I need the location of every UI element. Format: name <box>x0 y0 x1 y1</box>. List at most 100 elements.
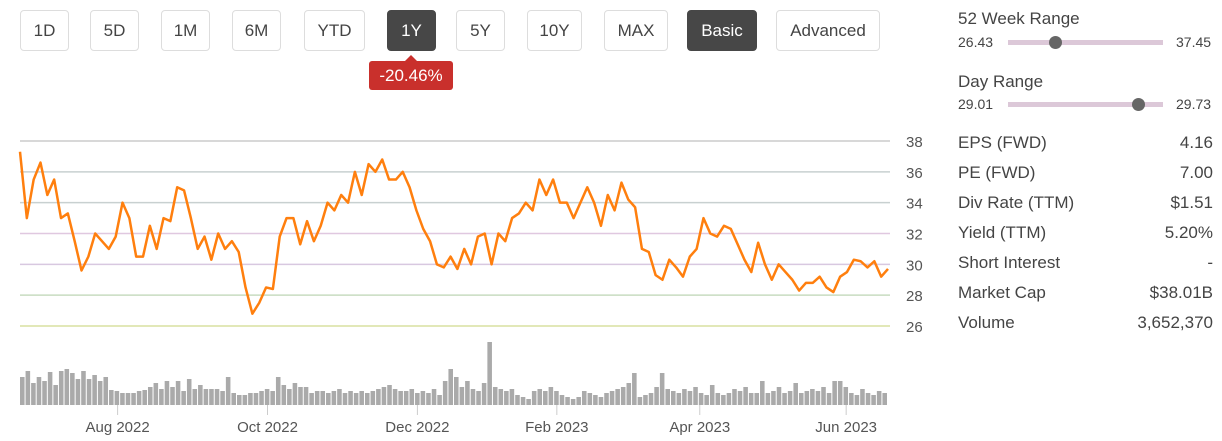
volume-bar <box>676 393 682 405</box>
volume-bar <box>682 389 687 405</box>
volume-bar <box>615 389 620 405</box>
volume-bar <box>459 387 465 405</box>
period-button-10y[interactable]: 10Y <box>527 10 582 51</box>
volume-bar <box>42 381 47 405</box>
mode-button-advanced[interactable]: Advanced <box>776 10 880 51</box>
volume-bar <box>97 381 103 405</box>
volume-bar <box>92 375 97 405</box>
volume-bar <box>776 387 782 405</box>
volume-bar <box>876 391 882 405</box>
stat-label: Short Interest <box>958 253 1061 272</box>
volume-bar <box>392 389 398 405</box>
volume-bar <box>298 387 303 405</box>
volume-bar <box>854 395 860 405</box>
x-tick-label: Feb 2023 <box>525 419 588 436</box>
volume-bar <box>559 395 565 405</box>
volume-bar <box>120 393 125 405</box>
volume-bar <box>314 391 320 405</box>
period-button-1m[interactable]: 1M <box>161 10 210 51</box>
price-line <box>18 151 889 315</box>
day-range-track <box>1008 98 1163 111</box>
volume-bar <box>320 391 326 405</box>
volume-bar <box>465 381 470 405</box>
stat-value: - <box>1207 253 1213 272</box>
volume-bar <box>604 393 609 405</box>
volume-bar <box>259 391 264 405</box>
volume-bar <box>826 393 832 405</box>
volume-bar <box>849 393 854 405</box>
period-button-1d[interactable]: 1D <box>20 10 69 51</box>
volume-bar <box>626 383 632 405</box>
volume-bar <box>381 387 387 405</box>
volume-bar <box>192 389 198 405</box>
volume-bar <box>665 389 670 405</box>
volume-bar <box>292 383 298 405</box>
x-tick-label: Jun 2023 <box>815 419 877 436</box>
volume-bar <box>376 389 381 405</box>
volume-bar <box>543 391 548 405</box>
volume-bar <box>487 342 492 405</box>
volume-bar <box>103 377 109 405</box>
week52-label: 52 Week Range <box>958 9 1080 28</box>
volume-bar <box>275 377 281 405</box>
x-tick-label: Dec 2022 <box>385 419 449 436</box>
volume-bar <box>737 391 743 405</box>
day-range-low: 29.01 <box>958 96 994 112</box>
stat-value: 7.00 <box>1179 163 1213 182</box>
stat-value: 5.20% <box>1164 223 1213 242</box>
stat-label: Volume <box>958 313 1015 332</box>
y-tick-label: 34 <box>906 196 923 213</box>
week52-high: 37.45 <box>1176 34 1212 50</box>
mode-button-basic[interactable]: Basic <box>687 10 757 51</box>
volume-bar <box>253 393 259 405</box>
volume-bar <box>159 389 164 405</box>
period-button-max[interactable]: MAX <box>604 10 668 51</box>
stat-label: EPS (FWD) <box>958 133 1047 152</box>
volume-bar <box>787 391 793 405</box>
volume-bar <box>526 399 531 405</box>
volume-bar <box>498 389 504 405</box>
period-button-5y[interactable]: 5Y <box>456 10 505 51</box>
volume-bar <box>609 391 615 405</box>
volume-bar <box>698 393 704 405</box>
stat-value: 3,652,370 <box>1137 313 1213 332</box>
volume-bar <box>832 381 837 405</box>
volume-bar <box>326 393 331 405</box>
volume-bar <box>709 385 715 405</box>
volume-bar <box>170 387 175 405</box>
volume-bar <box>164 381 170 405</box>
x-tick-label: Oct 2022 <box>237 419 298 436</box>
volume-bar <box>198 385 203 405</box>
period-button-1y[interactable]: 1Y <box>387 10 436 51</box>
volume-bar <box>281 385 287 405</box>
volume-bar <box>793 383 798 405</box>
volume-bar <box>470 389 476 405</box>
volume-bar <box>704 395 709 405</box>
stat-label: Div Rate (TTM) <box>958 193 1075 212</box>
volume-bar <box>181 391 186 405</box>
volume-bar <box>804 391 810 405</box>
volume-bar <box>726 393 732 405</box>
volume-bar <box>515 395 520 405</box>
x-tick-label: Apr 2023 <box>669 419 730 436</box>
volume-bar <box>147 387 153 405</box>
period-button-5d[interactable]: 5D <box>90 10 139 51</box>
volume-bar <box>25 371 31 405</box>
period-button-ytd[interactable]: YTD <box>304 10 365 51</box>
volume-bar <box>442 381 448 405</box>
volume-bar <box>31 383 36 405</box>
volume-bar <box>337 389 342 405</box>
volume-bar <box>637 397 643 405</box>
volume-bar <box>570 399 576 405</box>
volume-bar <box>748 393 754 405</box>
period-button-6m[interactable]: 6M <box>232 10 281 51</box>
volume-bar <box>225 377 231 405</box>
volume-bar <box>754 393 760 405</box>
volume-bar <box>687 391 693 405</box>
volume-bar <box>136 391 142 405</box>
volume-bar <box>810 389 815 405</box>
volume-bar <box>342 393 348 405</box>
volume-bar <box>843 387 849 405</box>
volume-bar <box>303 387 309 405</box>
y-tick-label: 36 <box>906 165 923 182</box>
